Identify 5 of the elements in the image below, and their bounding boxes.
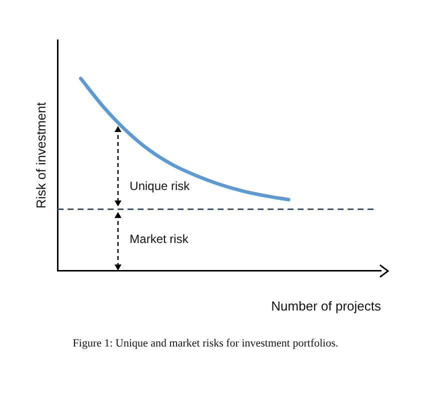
x-axis-title: Number of projects [271, 298, 382, 314]
annotation: Unique risk [130, 179, 190, 194]
text: Figure 1: Unique and market risks for investment portfolios. [72, 337, 338, 350]
annotation: Market risk [130, 232, 188, 246]
y-axis-title: Risk of investment [33, 102, 48, 208]
